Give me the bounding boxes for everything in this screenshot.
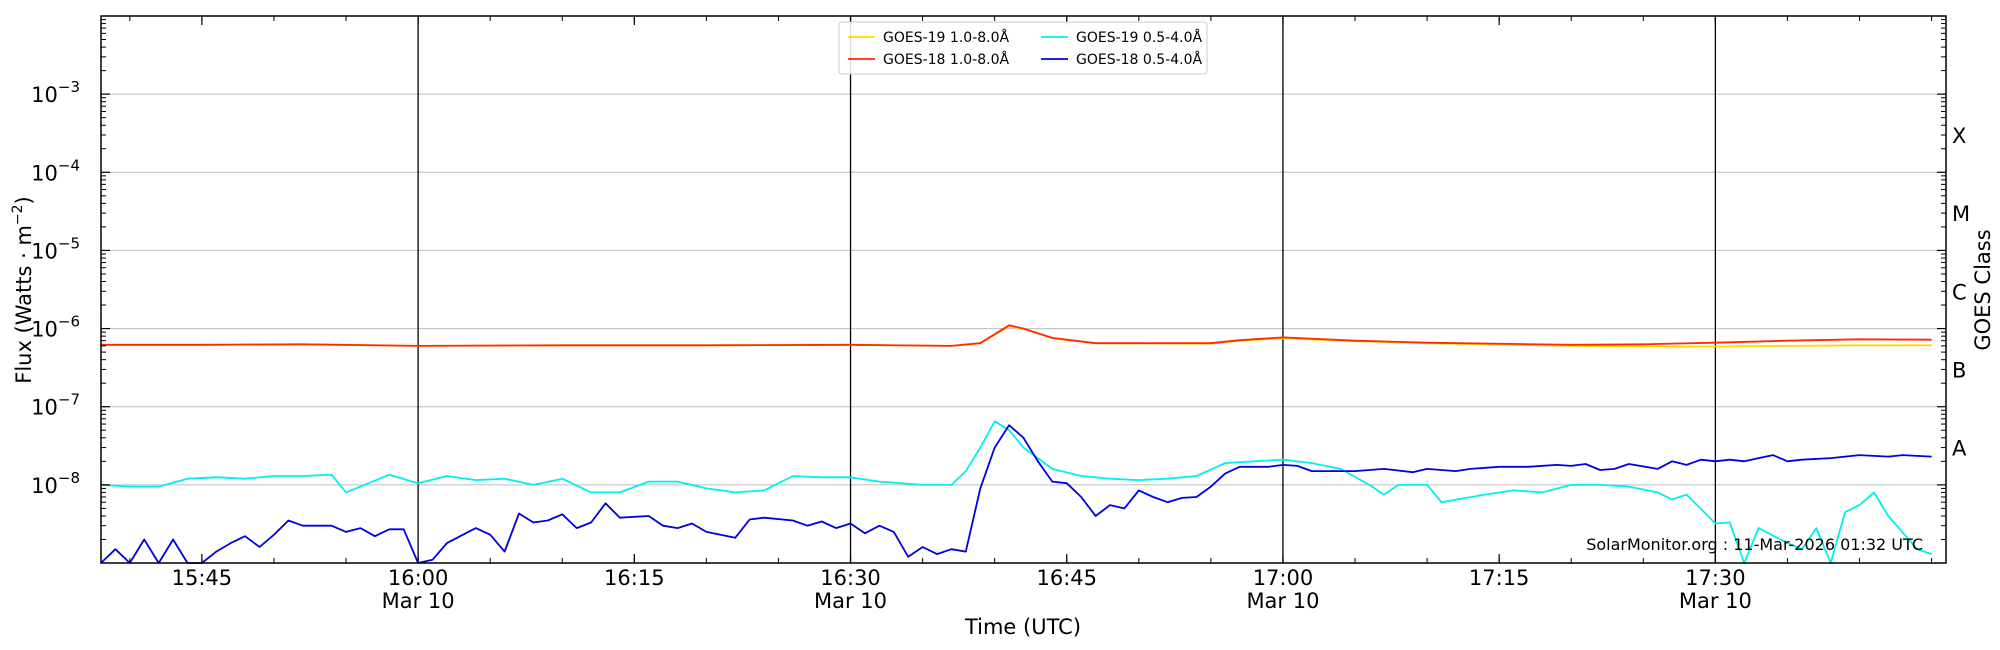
vertical-lines-layer bbox=[417, 16, 1717, 563]
y-tick-base: 10 bbox=[31, 474, 58, 498]
goes-class-label-b: B bbox=[1952, 358, 1966, 382]
x-tick-sublabel: Mar 10 bbox=[382, 589, 455, 613]
y-tick-base: 10 bbox=[31, 83, 58, 107]
series-layer bbox=[100, 324, 1932, 564]
x-axis-title: Time (UTC) bbox=[964, 615, 1081, 639]
series-line-3 bbox=[100, 424, 1932, 564]
y-tick-label: 10−3 bbox=[31, 78, 80, 107]
grid-layer bbox=[101, 93, 1946, 486]
y-tick-label: 10−5 bbox=[31, 234, 80, 263]
x-tick-sublabel: Mar 10 bbox=[814, 589, 887, 613]
y-axis: 10−810−710−610−510−410−3 bbox=[31, 19, 1946, 540]
goes-class-axis: A B C M X bbox=[1952, 124, 1970, 461]
legend-label: GOES-19 1.0-8.0Å bbox=[883, 29, 1009, 46]
legend-label: GOES-18 1.0-8.0Å bbox=[883, 51, 1009, 68]
x-tick-label: 17:15 bbox=[1469, 566, 1530, 590]
y-tick-label: 10−4 bbox=[31, 156, 80, 185]
legend-box bbox=[838, 21, 1208, 75]
legend-label: GOES-18 0.5-4.0Å bbox=[1076, 51, 1202, 68]
y-axis-title-close: ) bbox=[12, 196, 36, 204]
y-tick-base: 10 bbox=[31, 396, 58, 420]
y-tick-base: 10 bbox=[31, 318, 58, 342]
x-tick-label: 16:00 bbox=[388, 566, 449, 590]
y-tick-exponent: −3 bbox=[58, 78, 80, 96]
goes-class-label-a: A bbox=[1952, 437, 1967, 461]
y-axis-title: Flux (Watts · m−2) bbox=[10, 196, 36, 384]
y-tick-exponent: −6 bbox=[58, 313, 80, 331]
series-line-1 bbox=[101, 324, 1932, 347]
goes-class-label-c: C bbox=[1952, 280, 1967, 304]
y-tick-label: 10−6 bbox=[31, 313, 80, 342]
y-tick-exponent: −4 bbox=[58, 156, 80, 174]
y-tick-exponent: −8 bbox=[58, 469, 80, 487]
x-tick-label: 16:45 bbox=[1036, 566, 1097, 590]
x-tick-sublabel: Mar 10 bbox=[1679, 589, 1752, 613]
x-tick-label: 17:30 bbox=[1685, 566, 1746, 590]
y-tick-base: 10 bbox=[31, 161, 58, 185]
legend-label: GOES-19 0.5-4.0Å bbox=[1076, 29, 1202, 46]
plot-frame bbox=[100, 15, 1947, 564]
goes-class-label-m: M bbox=[1952, 202, 1970, 226]
x-tick-label: 17:00 bbox=[1253, 566, 1314, 590]
y-tick-base: 10 bbox=[31, 239, 58, 263]
y-axis-title-text: Flux (Watts · m bbox=[12, 225, 36, 384]
y-axis-title-exponent: −2 bbox=[10, 204, 26, 225]
y-tick-exponent: −7 bbox=[58, 391, 80, 409]
x-tick-label: 16:15 bbox=[604, 566, 665, 590]
x-tick-label: 16:30 bbox=[820, 566, 881, 590]
y-tick-label: 10−8 bbox=[31, 469, 80, 498]
series-line-2 bbox=[100, 420, 1932, 564]
y-tick-label: 10−7 bbox=[31, 391, 80, 420]
y2-axis-title: GOES Class bbox=[1971, 229, 1995, 350]
x-tick-label: 15:45 bbox=[172, 566, 233, 590]
x-tick-sublabel: Mar 10 bbox=[1246, 589, 1319, 613]
goes-class-label-x: X bbox=[1952, 124, 1966, 148]
watermark: SolarMonitor.org : 11-Mar-2026 01:32 UTC bbox=[1586, 535, 1923, 554]
y-tick-exponent: −5 bbox=[58, 234, 80, 252]
legend: GOES-19 1.0-8.0Å GOES-19 0.5-4.0Å GOES-18 … bbox=[838, 21, 1208, 75]
